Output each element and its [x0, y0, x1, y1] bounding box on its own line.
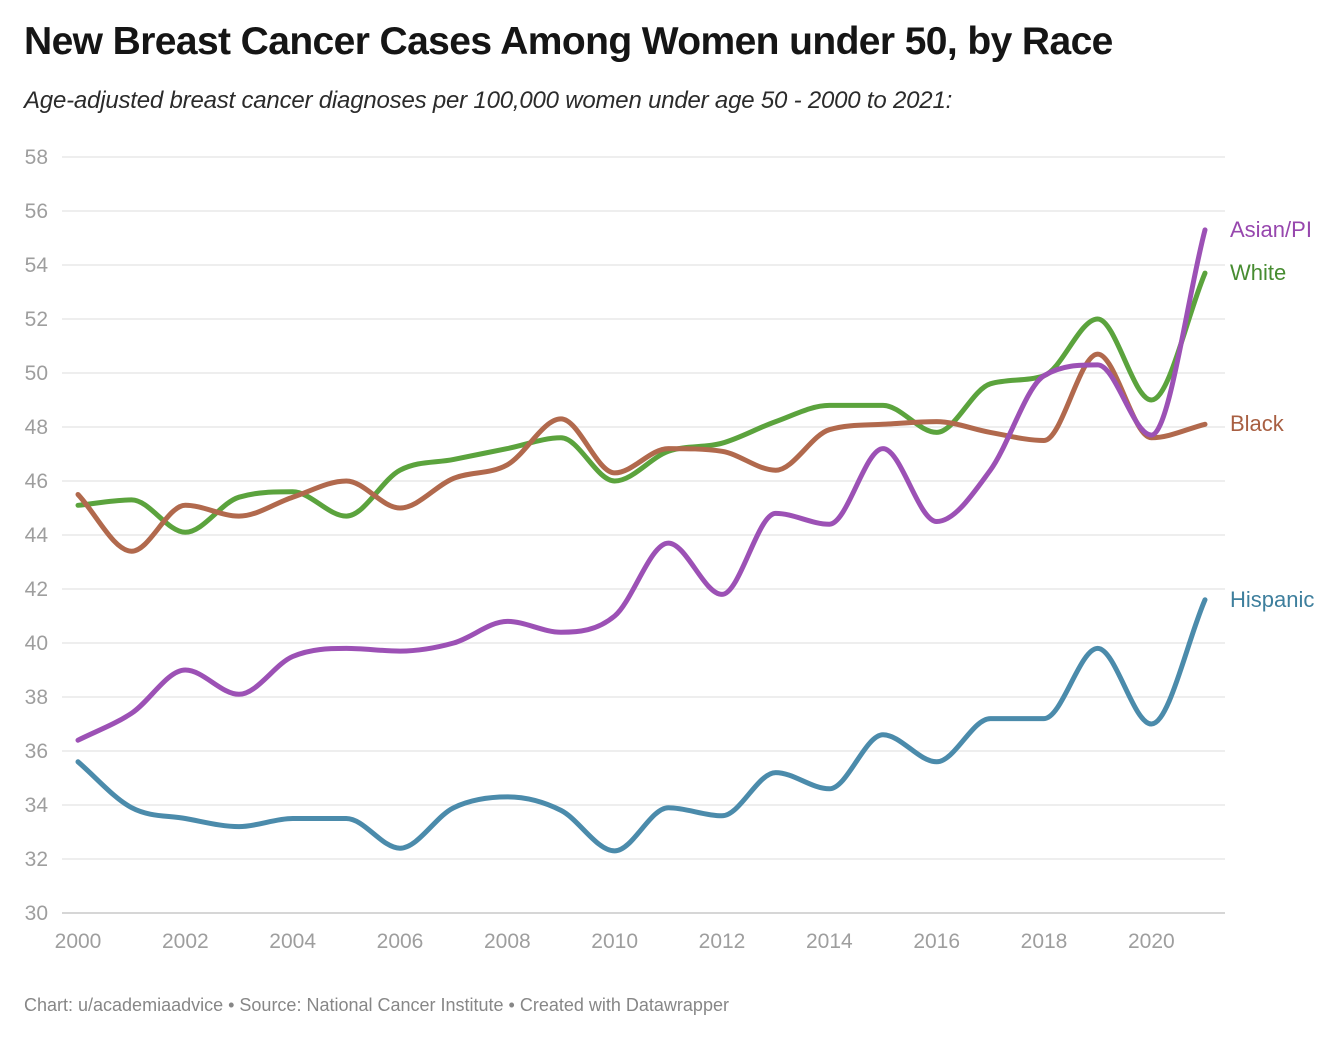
x-axis-label-2020: 2020 — [1128, 930, 1175, 953]
chart-footer-byline: Chart: u/academiaadvice • Source: Nation… — [24, 995, 729, 1015]
x-axis-label-2012: 2012 — [699, 930, 746, 953]
x-axis-label-2018: 2018 — [1021, 930, 1068, 953]
x-axis-label-2006: 2006 — [377, 930, 424, 953]
line-asian-pi[interactable] — [75, 227, 1208, 743]
line-hispanic[interactable] — [75, 597, 1208, 854]
y-axis-label-56: 56 — [25, 200, 48, 223]
series-label-asian-pi: Asian/PI — [1230, 216, 1312, 242]
series-label-black: Black — [1230, 411, 1284, 437]
y-axis-label-58: 58 — [25, 146, 48, 169]
x-axis-label-2004: 2004 — [269, 930, 316, 953]
chart-subtitle: Age-adjusted breast cancer diagnoses per… — [24, 87, 953, 114]
x-axis-label-2016: 2016 — [913, 930, 960, 953]
x-axis-label-2008: 2008 — [484, 930, 531, 953]
y-axis-label-40: 40 — [25, 632, 48, 655]
y-axis-label-50: 50 — [25, 362, 48, 385]
line-black[interactable] — [75, 351, 1208, 554]
x-axis-label-2010: 2010 — [591, 930, 638, 953]
chart-title: New Breast Cancer Cases Among Women unde… — [24, 20, 1113, 63]
line-white[interactable] — [75, 270, 1208, 535]
y-axis-label-30: 30 — [25, 902, 48, 925]
y-axis-label-32: 32 — [25, 848, 48, 871]
x-axis-label-2000: 2000 — [55, 930, 102, 953]
x-axis-label-2002: 2002 — [162, 930, 209, 953]
y-axis-label-38: 38 — [25, 686, 48, 709]
series-label-hispanic: Hispanic — [1230, 586, 1315, 612]
y-axis-label-52: 52 — [25, 308, 48, 331]
y-axis-label-44: 44 — [25, 524, 49, 547]
y-axis-label-42: 42 — [25, 578, 48, 601]
y-axis-label-54: 54 — [25, 254, 49, 277]
y-axis-label-36: 36 — [25, 740, 48, 763]
y-axis-label-34: 34 — [25, 794, 49, 817]
y-axis-label-48: 48 — [25, 416, 48, 439]
series-label-white: White — [1230, 260, 1287, 286]
y-axis-label-46: 46 — [25, 470, 48, 493]
x-axis-label-2014: 2014 — [806, 930, 853, 953]
